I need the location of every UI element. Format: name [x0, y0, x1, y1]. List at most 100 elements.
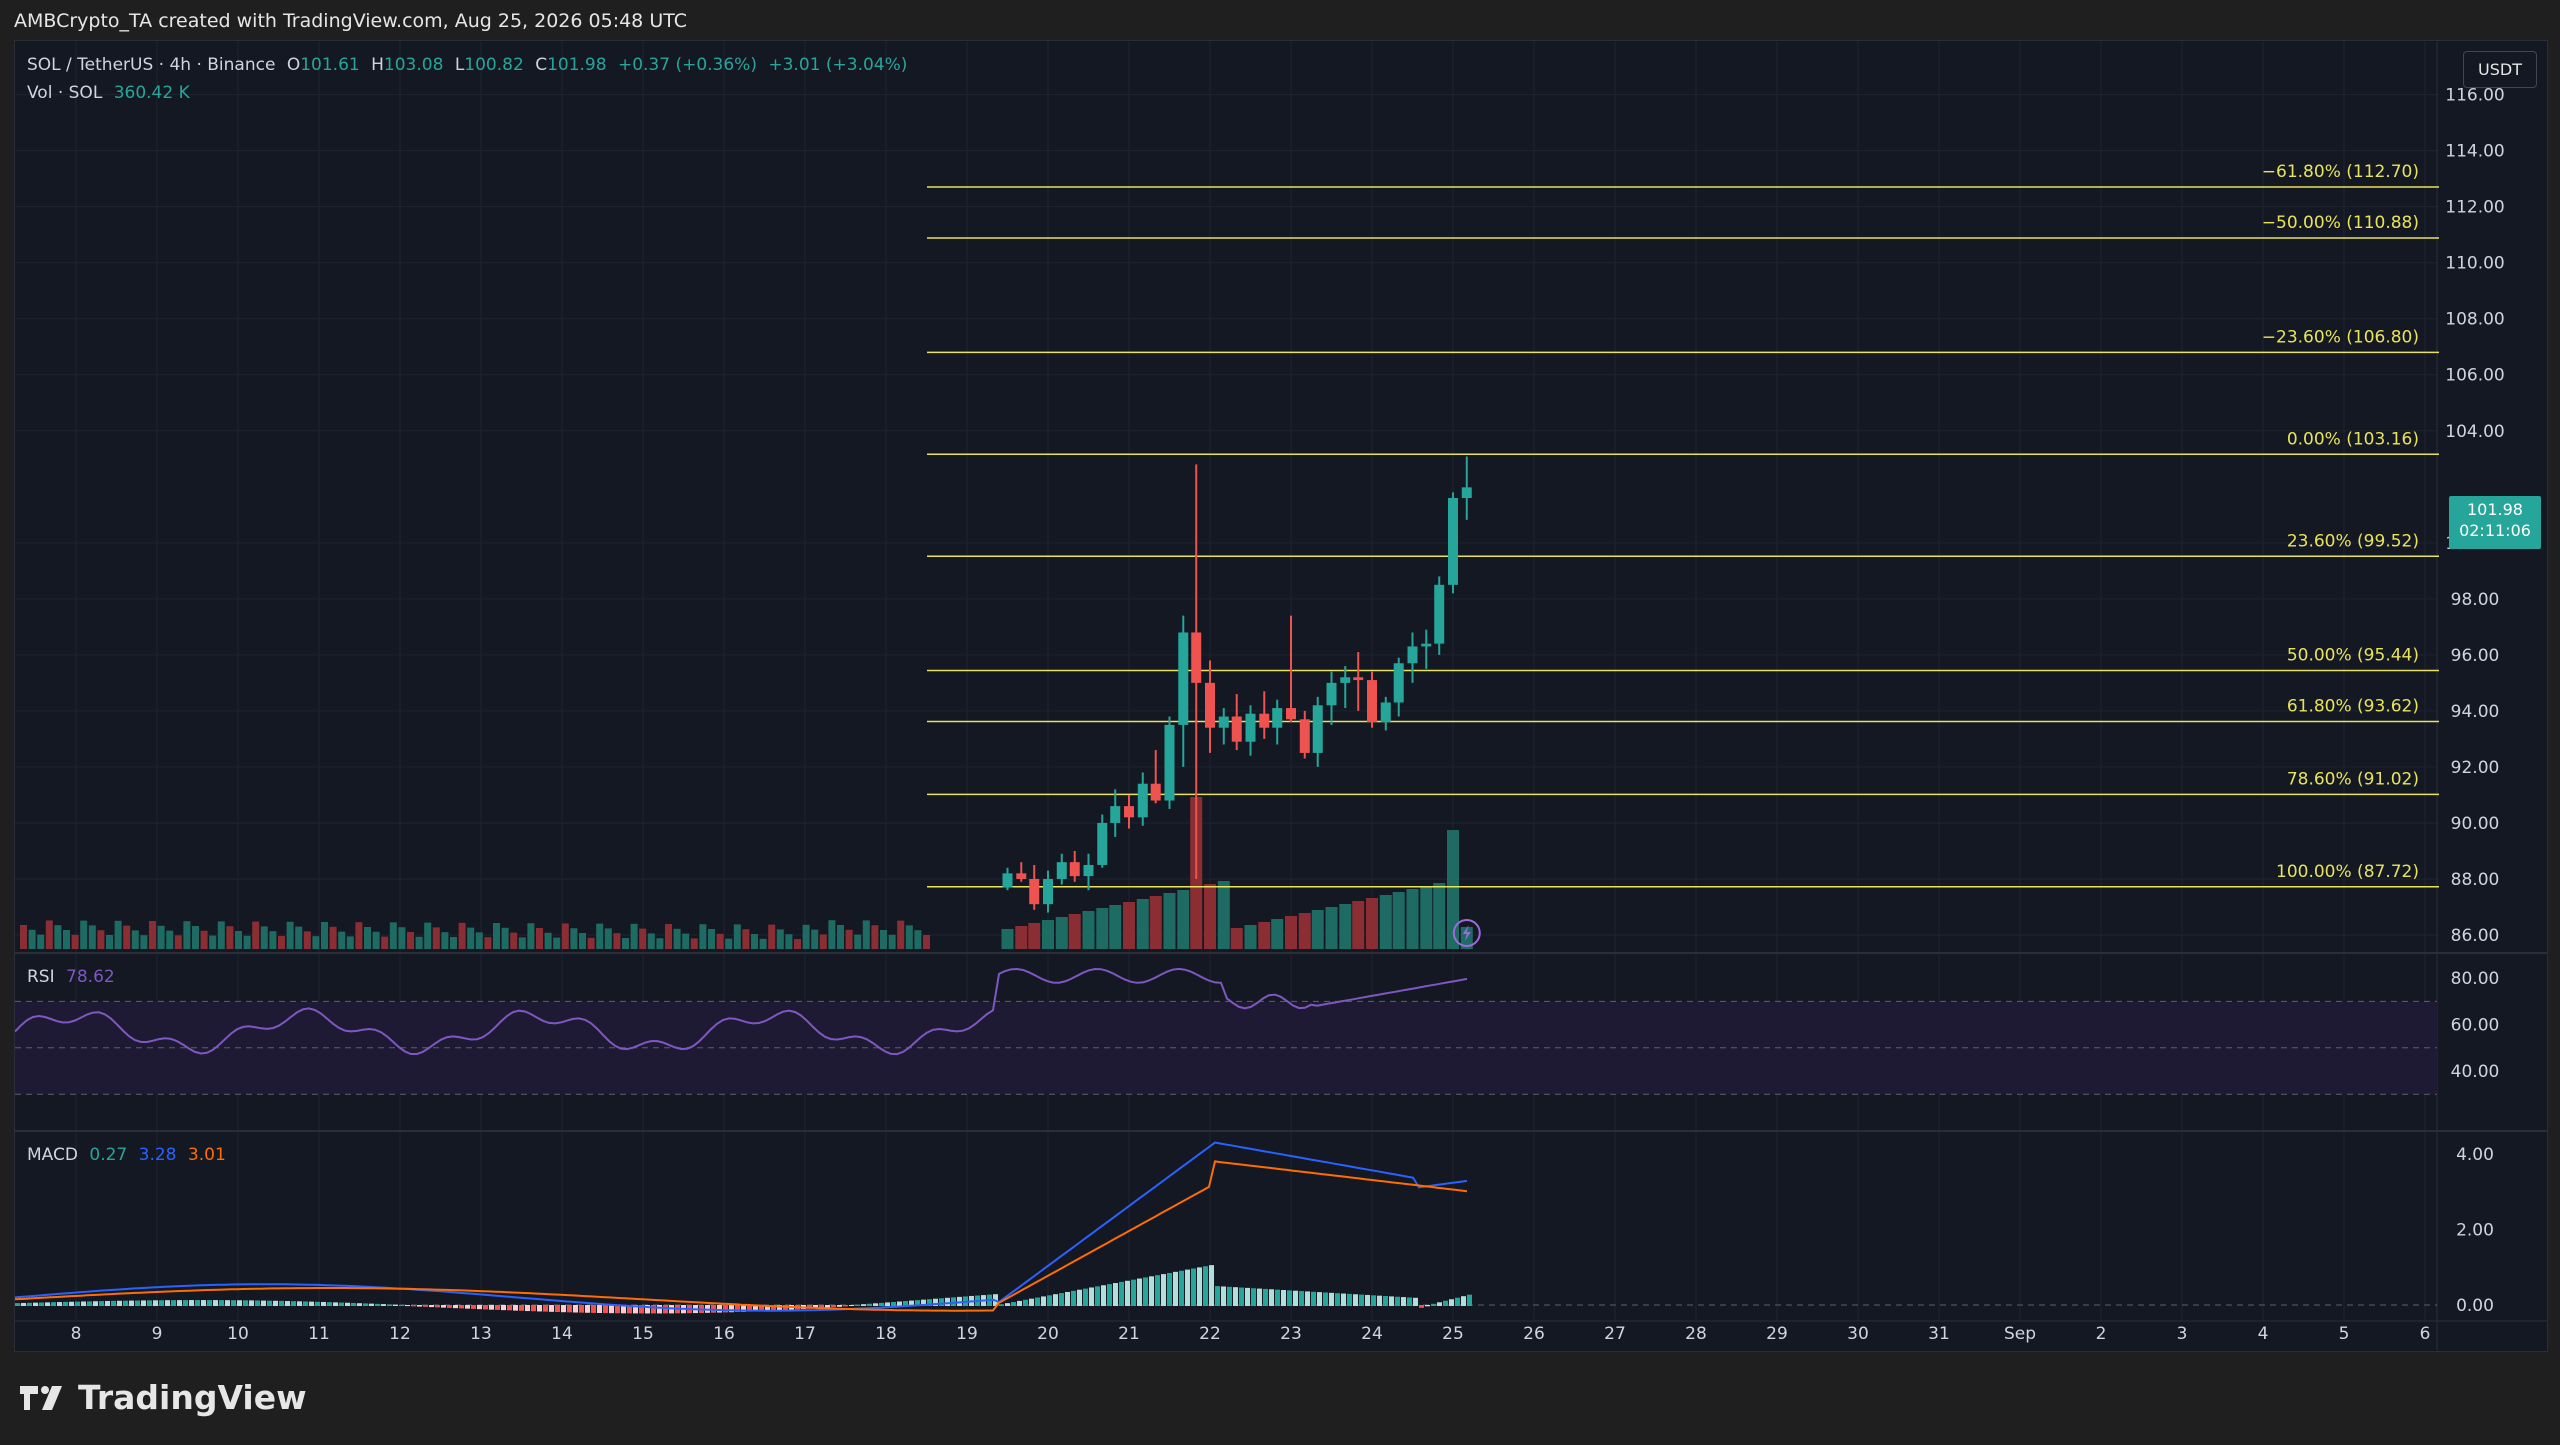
volume-bar [905, 925, 913, 949]
macd-histogram-bar [1419, 1305, 1424, 1308]
open-label: O [286, 55, 301, 75]
change-value-2: +3.01 (+3.04%) [768, 55, 908, 75]
macd-histogram-bar [1029, 1298, 1034, 1306]
time-tick-label: 8 [71, 1324, 82, 1344]
volume-bar [1339, 904, 1352, 949]
volume-bar [398, 927, 406, 949]
macd-histogram-bar [429, 1305, 434, 1308]
macd-histogram-bar [207, 1300, 212, 1306]
price-tick-label: 112.00 [2445, 198, 2504, 218]
time-tick-label: 26 [1523, 1324, 1545, 1344]
macd-histogram-bar [1179, 1270, 1184, 1306]
candle-body [1137, 783, 1148, 818]
macd-histogram-bar [273, 1300, 278, 1306]
macd-histogram-bar [1083, 1288, 1088, 1306]
volume-bar [596, 923, 604, 949]
macd-histogram-bar [1257, 1288, 1262, 1306]
volume-bar [346, 936, 354, 949]
candle-body [1326, 682, 1337, 706]
macd-histogram-bar [351, 1302, 356, 1306]
volume-bar [45, 920, 53, 949]
macd-histogram-bar [1095, 1286, 1100, 1306]
volume-legend: Vol · SOL 360.42 K [27, 83, 196, 103]
macd-legend: MACD 0.27 3.28 3.01 [27, 1145, 232, 1165]
fib-level-label: −61.80% (112.70) [2262, 162, 2419, 182]
price-tick-label: 106.00 [2445, 366, 2504, 386]
time-tick-label: 6 [2420, 1324, 2431, 1344]
macd-line [15, 1141, 1468, 1312]
volume-bar [1447, 830, 1459, 949]
volume-bar [372, 931, 380, 949]
macd-histogram-bar [333, 1302, 338, 1306]
volume-bar [1258, 922, 1271, 949]
chart-title: AMBCrypto_TA created with TradingView.co… [14, 10, 687, 32]
fib-level-label: 23.60% (99.52) [2287, 531, 2419, 551]
tradingview-logo[interactable]: TradingView [18, 1378, 307, 1417]
time-tick-label: 27 [1604, 1324, 1626, 1344]
macd-histogram-bar [1125, 1280, 1130, 1306]
chart-canvas[interactable]: 116.00114.00112.00110.00108.00106.00104.… [15, 41, 2547, 1351]
volume-bar [518, 937, 526, 949]
macd-histogram-bar [771, 1305, 776, 1311]
macd-histogram-bar [375, 1303, 380, 1306]
macd-histogram-bar [1299, 1291, 1304, 1306]
macd-histogram-bar [645, 1305, 650, 1314]
macd-histogram-bar [651, 1305, 656, 1314]
macd-histogram-bar [1155, 1275, 1160, 1306]
macd-histogram-bar [243, 1300, 248, 1306]
macd-histogram-bar [1347, 1293, 1352, 1306]
volume-bar [493, 923, 500, 949]
macd-histogram-bar [753, 1305, 758, 1312]
macd-histogram-bar [327, 1302, 332, 1306]
macd-histogram-bar [1401, 1297, 1406, 1306]
time-tick-label: 31 [1928, 1324, 1950, 1344]
macd-tick-label: 2.00 [2456, 1220, 2494, 1240]
candle-body [1218, 716, 1229, 728]
time-tick-label: 5 [2339, 1324, 2350, 1344]
time-tick-label: 2 [2096, 1324, 2107, 1344]
volume-bar [338, 931, 346, 949]
volume-bar [604, 928, 612, 949]
macd-histogram-bar [609, 1305, 614, 1314]
macd-hist-value: 0.27 [89, 1145, 128, 1165]
time-tick-label: 25 [1442, 1324, 1464, 1344]
macd-histogram-bar [759, 1305, 764, 1312]
candle-body [1124, 806, 1134, 818]
rsi-tick-label: 60.00 [2451, 1016, 2500, 1036]
volume-bar [1042, 920, 1054, 949]
volume-bar [1055, 917, 1068, 949]
macd-histogram-bar [1329, 1292, 1334, 1306]
candle-body [1299, 719, 1310, 753]
price-tick-label: 110.00 [2445, 254, 2504, 274]
macd-histogram-bar [1149, 1276, 1154, 1306]
volume-bar [501, 927, 509, 949]
candle-body [1461, 487, 1472, 498]
volume-bar [192, 926, 199, 949]
macd-histogram-bar [1071, 1290, 1076, 1306]
macd-histogram-bar [765, 1305, 770, 1311]
volume-bar [751, 934, 758, 949]
volume-bar [1015, 926, 1028, 949]
macd-line-value: 3.28 [138, 1145, 177, 1165]
macd-histogram-bar [861, 1304, 866, 1306]
volume-bar [329, 926, 337, 949]
macd-histogram-bar [1305, 1291, 1310, 1306]
rsi-label: RSI [27, 967, 55, 987]
candle-body [1312, 705, 1323, 753]
macd-histogram-bar [729, 1305, 734, 1313]
macd-histogram-bar [69, 1301, 74, 1306]
volume-bar [819, 934, 827, 949]
volume-bar [209, 935, 217, 949]
volume-bar [389, 922, 397, 949]
candle-body [1448, 497, 1458, 585]
macd-histogram-bar [141, 1300, 146, 1306]
macd-histogram-bar [1311, 1291, 1316, 1306]
chart-frame[interactable]: 116.00 114.00 112.00 110.00 108.00 106.00 104.… [14, 40, 2548, 1352]
volume-bar [742, 929, 750, 949]
candle-body [1150, 783, 1161, 801]
volume-bar [114, 920, 122, 949]
macd-histogram-bar [51, 1302, 56, 1306]
macd-histogram-bar [879, 1302, 884, 1306]
currency-button[interactable]: USDT [2463, 51, 2537, 88]
macd-histogram-bar [33, 1302, 38, 1306]
